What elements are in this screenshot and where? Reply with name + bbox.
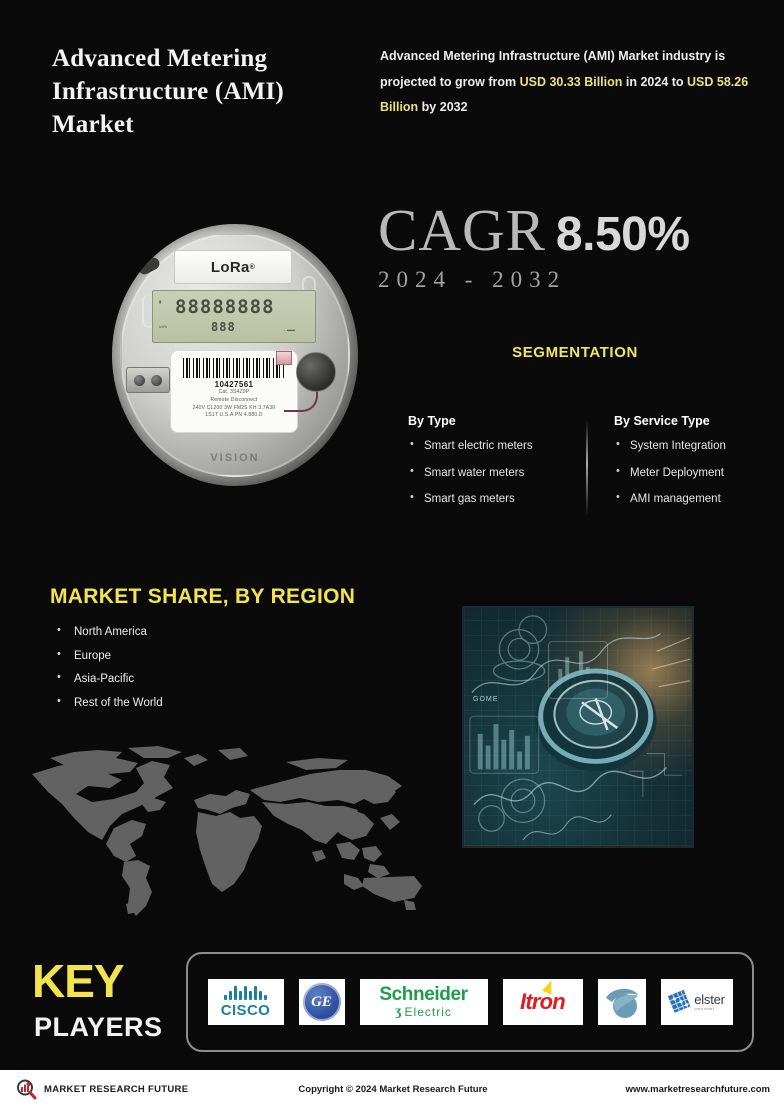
- cagr-years: 2024 - 2032: [378, 267, 567, 292]
- barcode-icon: [183, 358, 285, 378]
- lcd-tick-icon: kWh: [159, 324, 167, 329]
- intro-part-3: by 2032: [418, 100, 468, 115]
- electric-wordmark: Electric: [404, 1005, 452, 1019]
- technology-illustration: GOME: [462, 606, 694, 848]
- elster-wordmark: elster: [694, 992, 725, 1007]
- footer-copyright: Copyright © 2024 Market Research Future: [298, 1083, 488, 1095]
- key-players-logo-box: CISCO GE Schneider ʒ Electric Itron: [186, 952, 754, 1052]
- meter-body: LoRa ® 88888888 888 ▮ kWh ←▬▬ 10427561 Ca…: [112, 224, 358, 486]
- cagr-label: CAGR: [378, 197, 546, 263]
- lcd-secondary-digits: 888: [211, 320, 236, 334]
- meter-battery: [296, 352, 336, 392]
- logo-elster[interactable]: elster instromet: [660, 979, 733, 1025]
- smart-meter-image: LoRa ® 88888888 888 ▮ kWh ←▬▬ 10427561 Ca…: [112, 224, 358, 486]
- list-item: Meter Deployment: [614, 466, 764, 480]
- terminal-screw-icon: [134, 375, 145, 386]
- page-title: Advanced Metering Infrastructure (AMI) M…: [52, 45, 284, 138]
- schneider-mark-icon: ʒ: [395, 1004, 403, 1019]
- terminal-screw-icon: [151, 375, 162, 386]
- market-share-title: MARKET SHARE, BY REGION: [50, 585, 356, 608]
- meter-label-line-1: Cat. 3S4Z9P: [218, 389, 250, 395]
- intro-paragraph: Advanced Metering Infrastructure (AMI) M…: [380, 44, 770, 121]
- list-item: Smart gas meters: [408, 492, 586, 506]
- schneider-electric-line: ʒ Electric: [395, 1005, 452, 1019]
- segmentation-title: SEGMENTATION: [512, 344, 638, 361]
- meter-serial-number: 10427561: [214, 380, 254, 389]
- world-map-continents: [32, 746, 422, 916]
- lora-badge: LoRa ®: [174, 250, 292, 284]
- segmentation-column-by-service-type: By Service Type System Integration Meter…: [586, 414, 764, 521]
- footer-bar: MARKET RESEARCH FUTURE Copyright © 2024 …: [0, 1070, 784, 1108]
- market-research-future-logo-icon: [16, 1079, 37, 1100]
- list-item: Asia-Pacific: [52, 671, 163, 686]
- logo-cisco[interactable]: CISCO: [207, 979, 284, 1025]
- cagr-block: CAGR 8.50% 2024 - 2032: [378, 196, 738, 293]
- itron-wordmark: Itron: [520, 979, 566, 1015]
- key-players-heading-line1: KEY: [32, 955, 125, 1007]
- cagr-value: 8.50%: [555, 208, 690, 261]
- lcd-tick-icon: ▮: [159, 299, 162, 304]
- logo-landis-gyr[interactable]: [597, 979, 646, 1025]
- meter-terminal-block: [126, 367, 170, 393]
- list-item: Smart water meters: [408, 466, 586, 480]
- world-map-svg: [32, 746, 422, 916]
- ge-monogram-icon: GE: [302, 983, 341, 1021]
- intro-part-2: in 2024 to: [622, 74, 688, 89]
- elster-grid-icon: [668, 989, 691, 1013]
- segmentation-columns: By Type Smart electric meters Smart wate…: [408, 414, 768, 521]
- schneider-wordmark: Schneider: [379, 984, 468, 1005]
- segmentation-divider: [586, 420, 588, 516]
- tech-caption: GOME: [473, 696, 499, 703]
- swoosh-icon: [605, 988, 638, 1018]
- market-share-region-list: North America Europe Asia-Pacific Rest o…: [52, 624, 163, 721]
- itron-text: Itron: [520, 989, 566, 1014]
- meter-label-line-4: 1S1T U.S.A PN 4.880.D: [205, 412, 263, 419]
- logo-itron[interactable]: Itron: [502, 979, 583, 1025]
- logo-ge[interactable]: GE: [298, 979, 345, 1025]
- list-item: AMI management: [614, 492, 764, 506]
- list-item: Smart electric meters: [408, 439, 586, 453]
- lcd-arrow-icon: ←▬▬: [283, 327, 295, 332]
- cagr-line: CAGR 8.50%: [378, 196, 738, 265]
- intro-part-1: Advanced Metering Infrastructure (AMI) M…: [380, 49, 726, 89]
- cisco-bars-icon: [224, 985, 267, 1000]
- elster-text-block: elster instromet: [694, 993, 725, 1011]
- list-item: Europe: [52, 648, 163, 663]
- meter-connector: [276, 351, 292, 365]
- registered-icon: ®: [249, 263, 256, 271]
- market-value-2024: USD 30.33 Billion: [519, 74, 623, 89]
- footer-website-url[interactable]: www.marketresearchfuture.com: [625, 1083, 770, 1095]
- logo-schneider-electric[interactable]: Schneider ʒ Electric: [359, 979, 488, 1025]
- meter-label-line-2: Remote Disconnect: [210, 396, 258, 403]
- meter-embossed-brand: VISION: [210, 452, 260, 464]
- elster-subtext: instromet: [694, 1006, 715, 1011]
- cisco-wordmark: CISCO: [220, 1002, 271, 1019]
- segmentation-heading: By Service Type: [614, 414, 710, 428]
- meter-lcd-display: 88888888 888 ▮ kWh ←▬▬: [152, 290, 316, 343]
- segmentation-heading: By Type: [408, 414, 456, 428]
- segmentation-column-by-type: By Type Smart electric meters Smart wate…: [408, 414, 586, 521]
- world-map: [18, 744, 438, 920]
- list-item: Rest of the World: [52, 695, 163, 710]
- market-value-2032: USD 58.26 Billion: [380, 74, 749, 115]
- lcd-primary-digits: 88888888: [175, 296, 275, 318]
- list-item: North America: [52, 624, 163, 639]
- footer-brand[interactable]: MARKET RESEARCH FUTURE: [16, 1079, 266, 1100]
- tech-illustration-svg: [469, 615, 691, 841]
- list-item: System Integration: [614, 439, 764, 453]
- key-players-heading-line2: PLAYERS: [34, 1012, 163, 1042]
- lora-text: LoRa: [210, 258, 250, 276]
- meter-label-line-3: 240V CL200 3W FM2S KH 3.7A30: [192, 404, 276, 411]
- footer-brand-name: MARKET RESEARCH FUTURE: [44, 1083, 189, 1095]
